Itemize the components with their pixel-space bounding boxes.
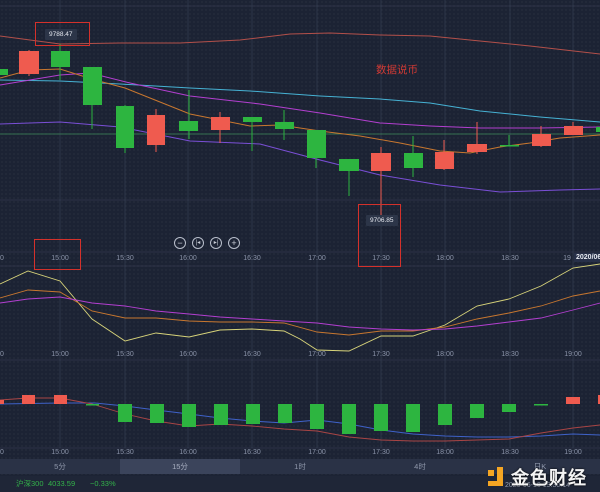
zoom-in-button[interactable]: + xyxy=(228,237,240,249)
lower-band xyxy=(0,121,600,193)
tab-5min[interactable]: 5分 xyxy=(54,462,66,471)
logo-icon xyxy=(488,467,508,487)
upper-band xyxy=(0,32,600,55)
tab-1d[interactable]: 日K xyxy=(533,462,547,471)
logo-text: 金色财经 xyxy=(511,468,587,488)
high-price-tag: 9788.47 xyxy=(45,29,77,40)
high-highlight-box xyxy=(35,22,90,46)
tab-1h[interactable]: 1时 xyxy=(294,462,306,471)
index-name: 沪深300 xyxy=(16,479,44,488)
macd-red xyxy=(0,397,600,442)
gridlines xyxy=(0,0,600,449)
tab-15min[interactable]: 15分 xyxy=(120,459,240,474)
low-price-tag: 9706.85 xyxy=(366,215,398,226)
interval-tabs: 5分 15分 1时 4时 日K xyxy=(0,459,600,474)
brand-logo: 金色财经 xyxy=(488,464,587,490)
index-value: 4033.59 xyxy=(48,479,76,488)
osc-yellow xyxy=(0,263,600,352)
low-highlight-box xyxy=(358,204,401,267)
date-tag: 2020/06 xyxy=(574,253,600,262)
zoom-controls: − |◂ ▸| + xyxy=(174,237,240,249)
timestamp: 2020-06-10 19:30:14 xyxy=(505,482,570,489)
osc-orange xyxy=(0,289,600,336)
status-bar: 沪深300 4033.59 −0.33% xyxy=(0,476,600,492)
index-change: −0.33% xyxy=(90,479,116,488)
histogram-bars xyxy=(0,395,600,434)
osc-magenta xyxy=(0,296,600,331)
scroll-next-button[interactable]: ▸| xyxy=(210,237,222,249)
zoom-out-button[interactable]: − xyxy=(174,237,186,249)
candles xyxy=(0,44,600,215)
watermark-text: 数据说币 xyxy=(376,64,418,76)
tab-4h[interactable]: 4时 xyxy=(414,462,426,471)
chart-canvas[interactable] xyxy=(0,0,600,460)
scroll-prev-button[interactable]: |◂ xyxy=(192,237,204,249)
time-highlight-box xyxy=(34,239,81,270)
